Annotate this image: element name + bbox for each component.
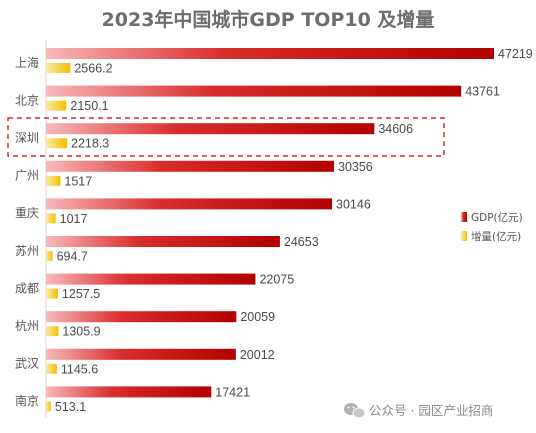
value-labels-group: 47219 2566.2 43761 2150.1 34606 2218.3 30356 15… bbox=[55, 47, 533, 414]
bar-increment-4 bbox=[46, 213, 56, 224]
value-label-gdp-4: 30146 bbox=[336, 197, 371, 211]
chart-title: 2023年中国城市GDP TOP10 及增量 bbox=[102, 8, 435, 31]
bar-gdp-3 bbox=[46, 160, 335, 172]
category-label-5: 苏州 bbox=[15, 244, 39, 258]
value-label-increment-0: 2566.2 bbox=[74, 62, 112, 76]
value-label-gdp-1: 43761 bbox=[465, 85, 500, 99]
highlight-box bbox=[7, 117, 445, 157]
bars-group bbox=[46, 48, 494, 412]
bar-increment-7 bbox=[46, 326, 59, 337]
bar-gdp-0 bbox=[46, 48, 494, 59]
bar-gdp-7 bbox=[46, 311, 237, 323]
bar-increment-3 bbox=[46, 175, 61, 186]
category-label-3: 广州 bbox=[15, 169, 39, 183]
value-label-gdp-0: 47219 bbox=[498, 47, 533, 61]
bar-increment-9 bbox=[46, 401, 51, 412]
category-label-6: 成都 bbox=[15, 281, 39, 295]
value-label-increment-6: 1257.5 bbox=[62, 287, 100, 301]
legend-swatch-increment bbox=[461, 231, 467, 241]
bar-increment-0 bbox=[46, 63, 71, 73]
value-label-gdp-9: 17421 bbox=[215, 385, 250, 399]
bar-increment-1 bbox=[46, 100, 67, 111]
bar-increment-6 bbox=[46, 288, 58, 299]
watermark: 公众号 · 园区产业招商 bbox=[344, 403, 493, 419]
value-label-gdp-3: 30356 bbox=[338, 160, 373, 174]
bar-increment-5 bbox=[46, 251, 53, 261]
category-label-8: 武汉 bbox=[15, 357, 39, 371]
category-label-4: 重庆 bbox=[15, 206, 39, 220]
value-label-increment-2: 2218.3 bbox=[71, 137, 109, 151]
category-label-9: 南京 bbox=[15, 393, 39, 408]
bar-gdp-9 bbox=[46, 386, 212, 398]
value-label-increment-9: 513.1 bbox=[55, 400, 86, 414]
legend-label-gdp: GDP(亿元) bbox=[471, 211, 523, 224]
legend-label-increment: 增量(亿元) bbox=[471, 230, 521, 243]
bar-gdp-6 bbox=[46, 273, 256, 285]
bar-increment-2 bbox=[46, 138, 68, 149]
value-label-gdp-2: 34606 bbox=[378, 122, 413, 136]
category-label-2: 深圳 bbox=[15, 131, 39, 145]
value-label-increment-4: 1017 bbox=[60, 212, 88, 226]
category-label-1: 北京 bbox=[15, 93, 39, 107]
category-label-7: 杭州 bbox=[15, 318, 39, 333]
legend-swatch-gdp bbox=[461, 212, 467, 222]
bar-gdp-2 bbox=[46, 123, 375, 135]
bar-increment-8 bbox=[46, 363, 57, 374]
bar-gdp-1 bbox=[46, 85, 462, 97]
bar-gdp-4 bbox=[46, 198, 333, 210]
value-label-gdp-8: 20012 bbox=[240, 348, 275, 362]
value-label-gdp-5: 24653 bbox=[284, 235, 319, 249]
legend: GDP(亿元) 增量(亿元) bbox=[461, 211, 523, 243]
value-label-increment-7: 1305.9 bbox=[62, 325, 100, 339]
value-label-gdp-6: 22075 bbox=[259, 273, 294, 287]
wechat-icon bbox=[344, 403, 366, 419]
bar-gdp-5 bbox=[46, 236, 280, 247]
value-label-gdp-7: 20059 bbox=[240, 310, 275, 324]
watermark-text: 公众号 · 园区产业招商 bbox=[369, 403, 493, 418]
value-label-increment-1: 2150.1 bbox=[70, 99, 108, 113]
value-label-increment-8: 1145.6 bbox=[61, 362, 98, 376]
category-label-0: 上海 bbox=[15, 55, 39, 70]
value-label-increment-5: 694.7 bbox=[57, 250, 88, 264]
bar-gdp-8 bbox=[46, 348, 236, 360]
value-label-increment-3: 1517 bbox=[64, 174, 92, 188]
